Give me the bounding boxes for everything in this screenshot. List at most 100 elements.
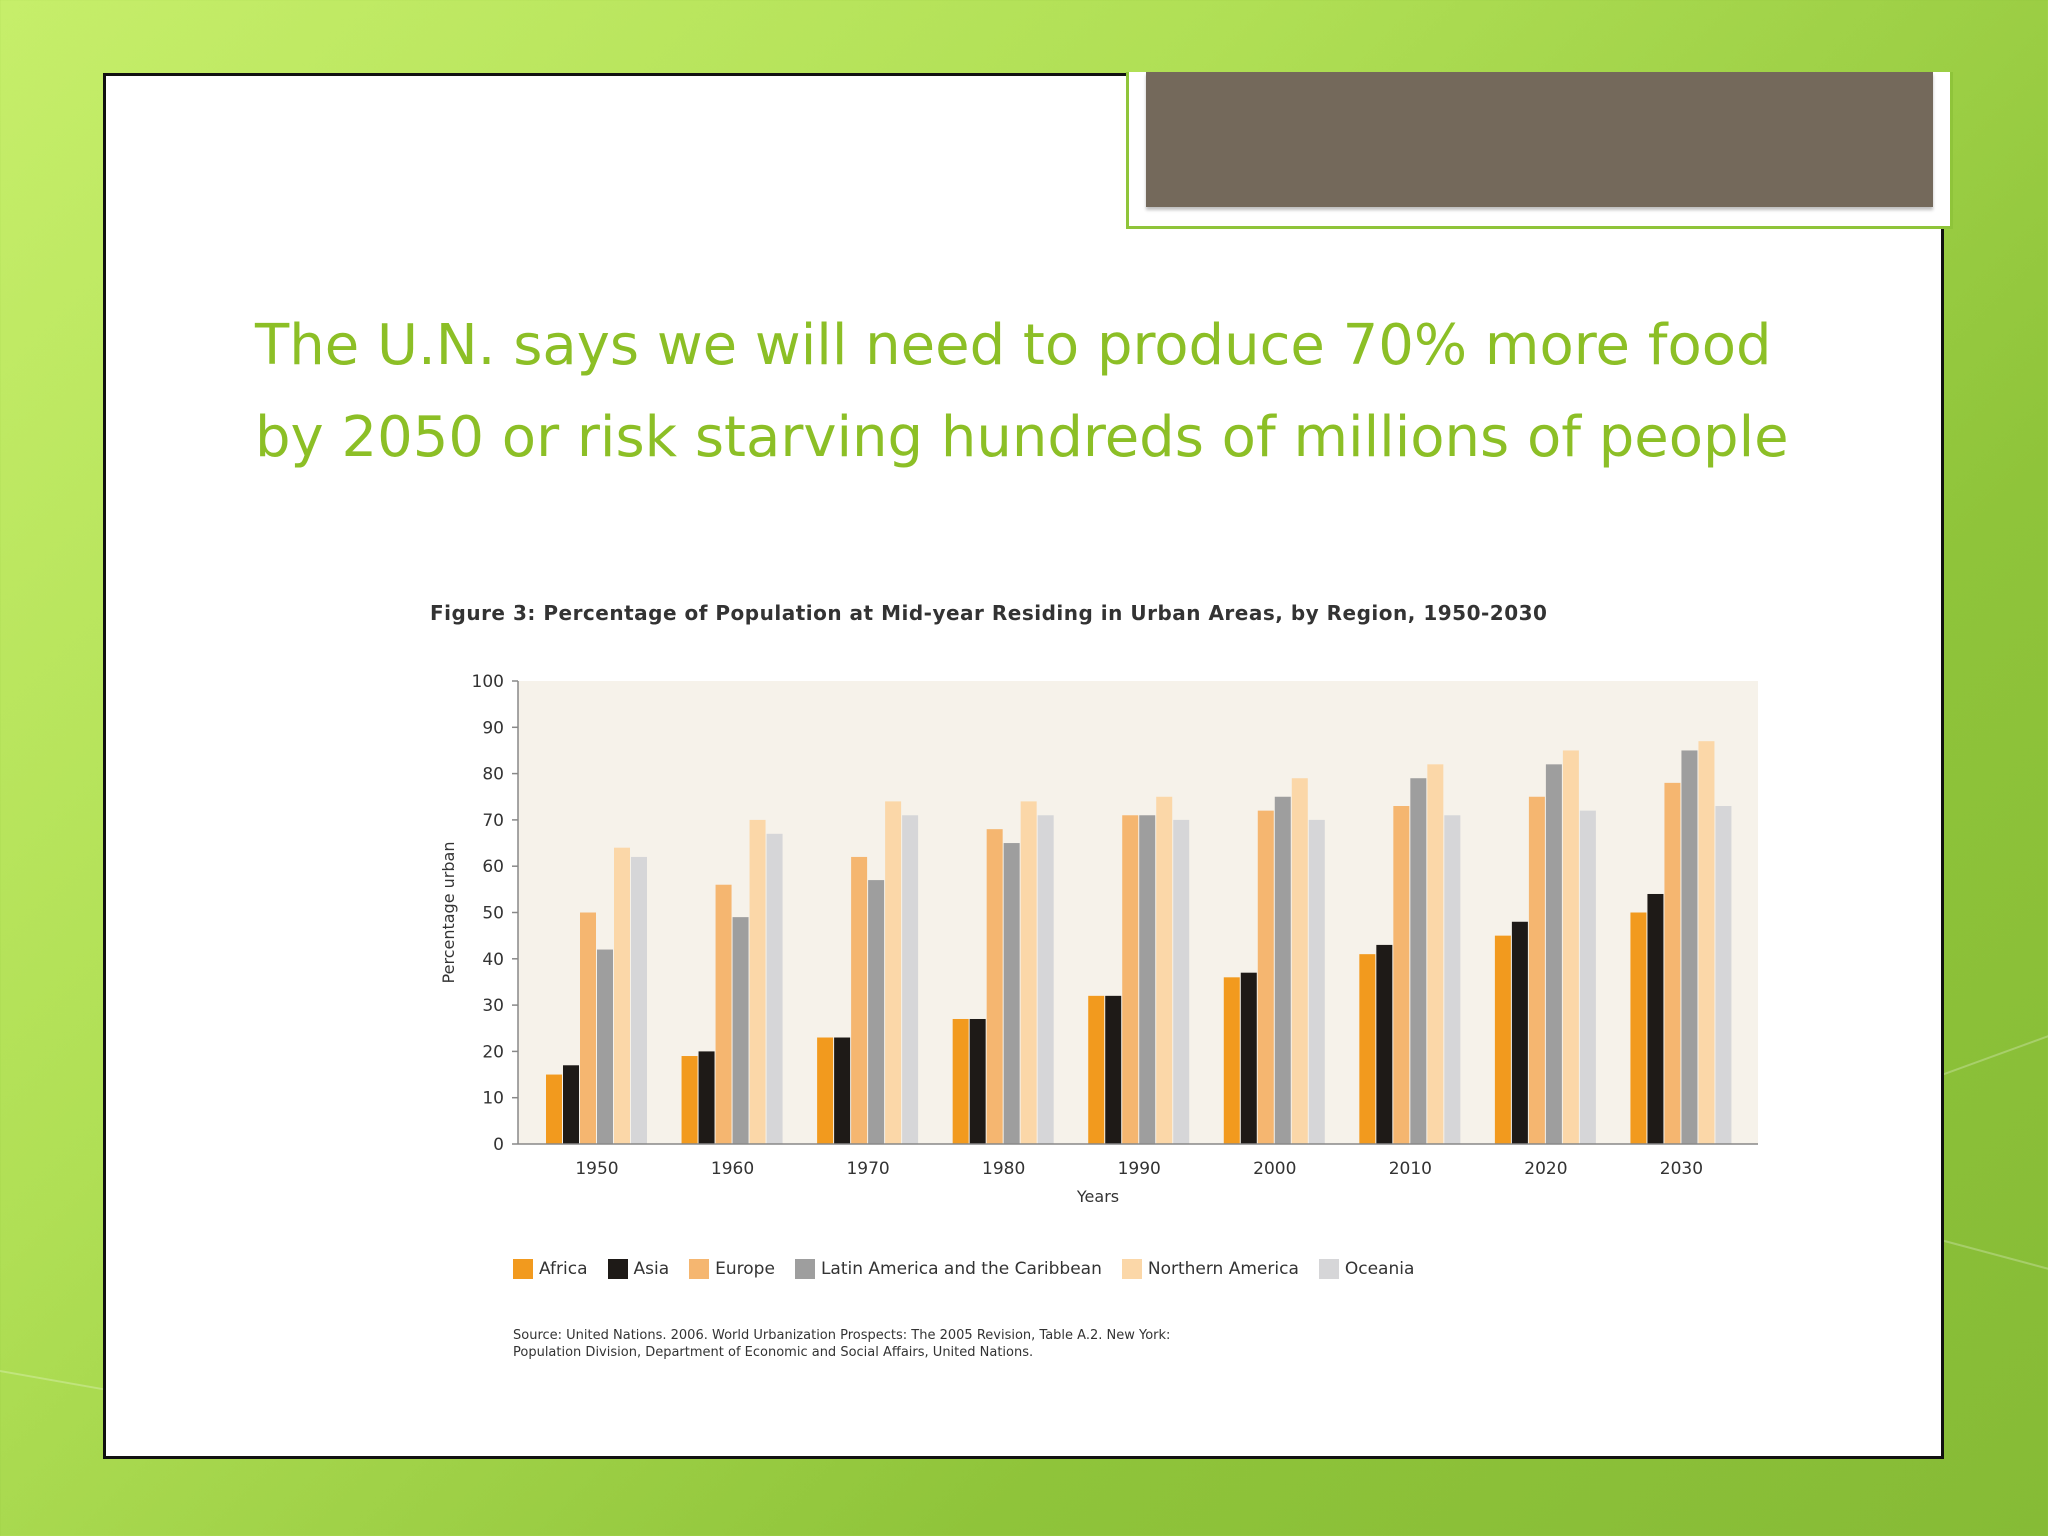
bar bbox=[1223, 977, 1240, 1144]
y-tick-label: 30 bbox=[482, 996, 504, 1016]
legend-label: Asia bbox=[633, 1259, 670, 1279]
y-tick-label: 0 bbox=[493, 1135, 504, 1155]
legend-label: Latin America and the Caribbean bbox=[820, 1259, 1102, 1279]
bar bbox=[834, 1037, 851, 1144]
legend-swatch bbox=[513, 1259, 533, 1279]
title-placeholder-fill bbox=[1146, 72, 1933, 207]
bar bbox=[1037, 815, 1054, 1144]
y-tick-label: 90 bbox=[482, 718, 504, 738]
x-tick-label: 2020 bbox=[1524, 1159, 1567, 1179]
y-axis-label: Percentage urban bbox=[439, 842, 458, 984]
x-tick-label: 1990 bbox=[1118, 1159, 1161, 1179]
legend-item: Latin America and the Caribbean bbox=[794, 1259, 1102, 1279]
bar bbox=[1274, 796, 1291, 1144]
bar bbox=[698, 1051, 715, 1144]
headline-line-1: The U.N. says we will need to produce 70… bbox=[255, 313, 1772, 378]
bar bbox=[614, 847, 630, 1144]
bar bbox=[1681, 750, 1698, 1144]
y-tick-label: 40 bbox=[482, 950, 504, 970]
bar bbox=[1156, 796, 1173, 1144]
y-tick-label: 80 bbox=[482, 765, 504, 785]
y-tick-label: 100 bbox=[472, 672, 504, 692]
bar bbox=[1562, 750, 1579, 1144]
x-tick-label: 2010 bbox=[1389, 1159, 1432, 1179]
bar bbox=[1105, 995, 1122, 1144]
bar bbox=[1698, 741, 1715, 1144]
legend-swatch bbox=[1318, 1259, 1339, 1279]
source-line-1: Source: United Nations. 2006. World Urba… bbox=[513, 1328, 1171, 1343]
y-tick-label: 20 bbox=[482, 1042, 504, 1062]
bar bbox=[1088, 995, 1105, 1144]
bar bbox=[563, 1065, 579, 1144]
x-tick-label: 1950 bbox=[575, 1159, 618, 1179]
legend-item: Oceania bbox=[1318, 1259, 1415, 1279]
legend-label: Oceania bbox=[1344, 1259, 1415, 1279]
bar bbox=[969, 1018, 986, 1144]
legend-item: Africa bbox=[513, 1259, 588, 1279]
background-decoration bbox=[0, 1370, 119, 1393]
bar bbox=[902, 815, 919, 1144]
y-tick-label: 70 bbox=[482, 811, 504, 831]
bar bbox=[1427, 764, 1444, 1144]
bar bbox=[1579, 810, 1596, 1144]
bar bbox=[766, 833, 783, 1144]
bar bbox=[681, 1056, 698, 1144]
bar bbox=[1139, 815, 1156, 1144]
bar bbox=[1545, 764, 1562, 1144]
bar bbox=[1715, 806, 1732, 1144]
bar bbox=[1257, 810, 1274, 1144]
bar bbox=[1020, 801, 1037, 1144]
bar bbox=[1494, 935, 1511, 1144]
title-placeholder bbox=[1126, 72, 1953, 229]
bar bbox=[952, 1018, 969, 1144]
bar bbox=[631, 856, 647, 1144]
legend-item: Northern America bbox=[1121, 1259, 1299, 1279]
bar bbox=[546, 1074, 562, 1144]
legend-item: Europe bbox=[689, 1259, 775, 1279]
x-tick-label: 2000 bbox=[1253, 1159, 1296, 1179]
bar bbox=[1173, 819, 1190, 1144]
bar bbox=[597, 949, 613, 1144]
legend-swatch bbox=[607, 1259, 628, 1279]
bar bbox=[1511, 921, 1528, 1144]
bar bbox=[1003, 843, 1020, 1144]
slide: The U.N. says we will need to produce 70… bbox=[103, 72, 1953, 1459]
bar bbox=[1664, 782, 1681, 1144]
chart-title: Figure 3: Percentage of Population at Mi… bbox=[430, 601, 1548, 625]
x-axis-label: Years bbox=[1076, 1187, 1119, 1206]
x-tick-label: 1980 bbox=[982, 1159, 1025, 1179]
y-tick-label: 60 bbox=[482, 857, 504, 877]
bar bbox=[749, 819, 766, 1144]
bar bbox=[817, 1037, 834, 1144]
bar bbox=[1410, 778, 1427, 1144]
bar bbox=[1359, 954, 1376, 1144]
bar bbox=[1393, 806, 1410, 1144]
bar bbox=[986, 829, 1003, 1144]
y-tick-label: 10 bbox=[482, 1089, 504, 1109]
headline: The U.N. says we will need to produce 70… bbox=[255, 300, 1895, 484]
legend-label: Northern America bbox=[1147, 1259, 1299, 1279]
chart-figure: Figure 3: Percentage of Population at Mi… bbox=[318, 501, 1818, 1401]
bar bbox=[715, 884, 732, 1144]
bar bbox=[1122, 815, 1139, 1144]
legend-label: Africa bbox=[539, 1259, 588, 1279]
bar bbox=[885, 801, 902, 1144]
legend-item: Asia bbox=[607, 1259, 670, 1279]
bar bbox=[580, 912, 596, 1144]
y-tick-label: 50 bbox=[482, 904, 504, 924]
headline-line-2: by 2050 or risk starving hundreds of mil… bbox=[255, 405, 1789, 470]
bar bbox=[1630, 912, 1647, 1144]
bar bbox=[868, 880, 885, 1144]
bar bbox=[1647, 893, 1664, 1144]
legend-label: Europe bbox=[715, 1259, 775, 1279]
x-tick-label: 2030 bbox=[1660, 1159, 1703, 1179]
bar bbox=[1444, 815, 1461, 1144]
bar bbox=[1376, 944, 1393, 1144]
legend-swatch bbox=[1121, 1259, 1142, 1279]
bar bbox=[1240, 972, 1257, 1144]
x-tick-label: 1960 bbox=[711, 1159, 754, 1179]
chart-legend: Africa Asia Europe Latin America and the Ca… bbox=[513, 1259, 1414, 1279]
legend-swatch bbox=[794, 1259, 815, 1279]
bar bbox=[1291, 778, 1308, 1144]
